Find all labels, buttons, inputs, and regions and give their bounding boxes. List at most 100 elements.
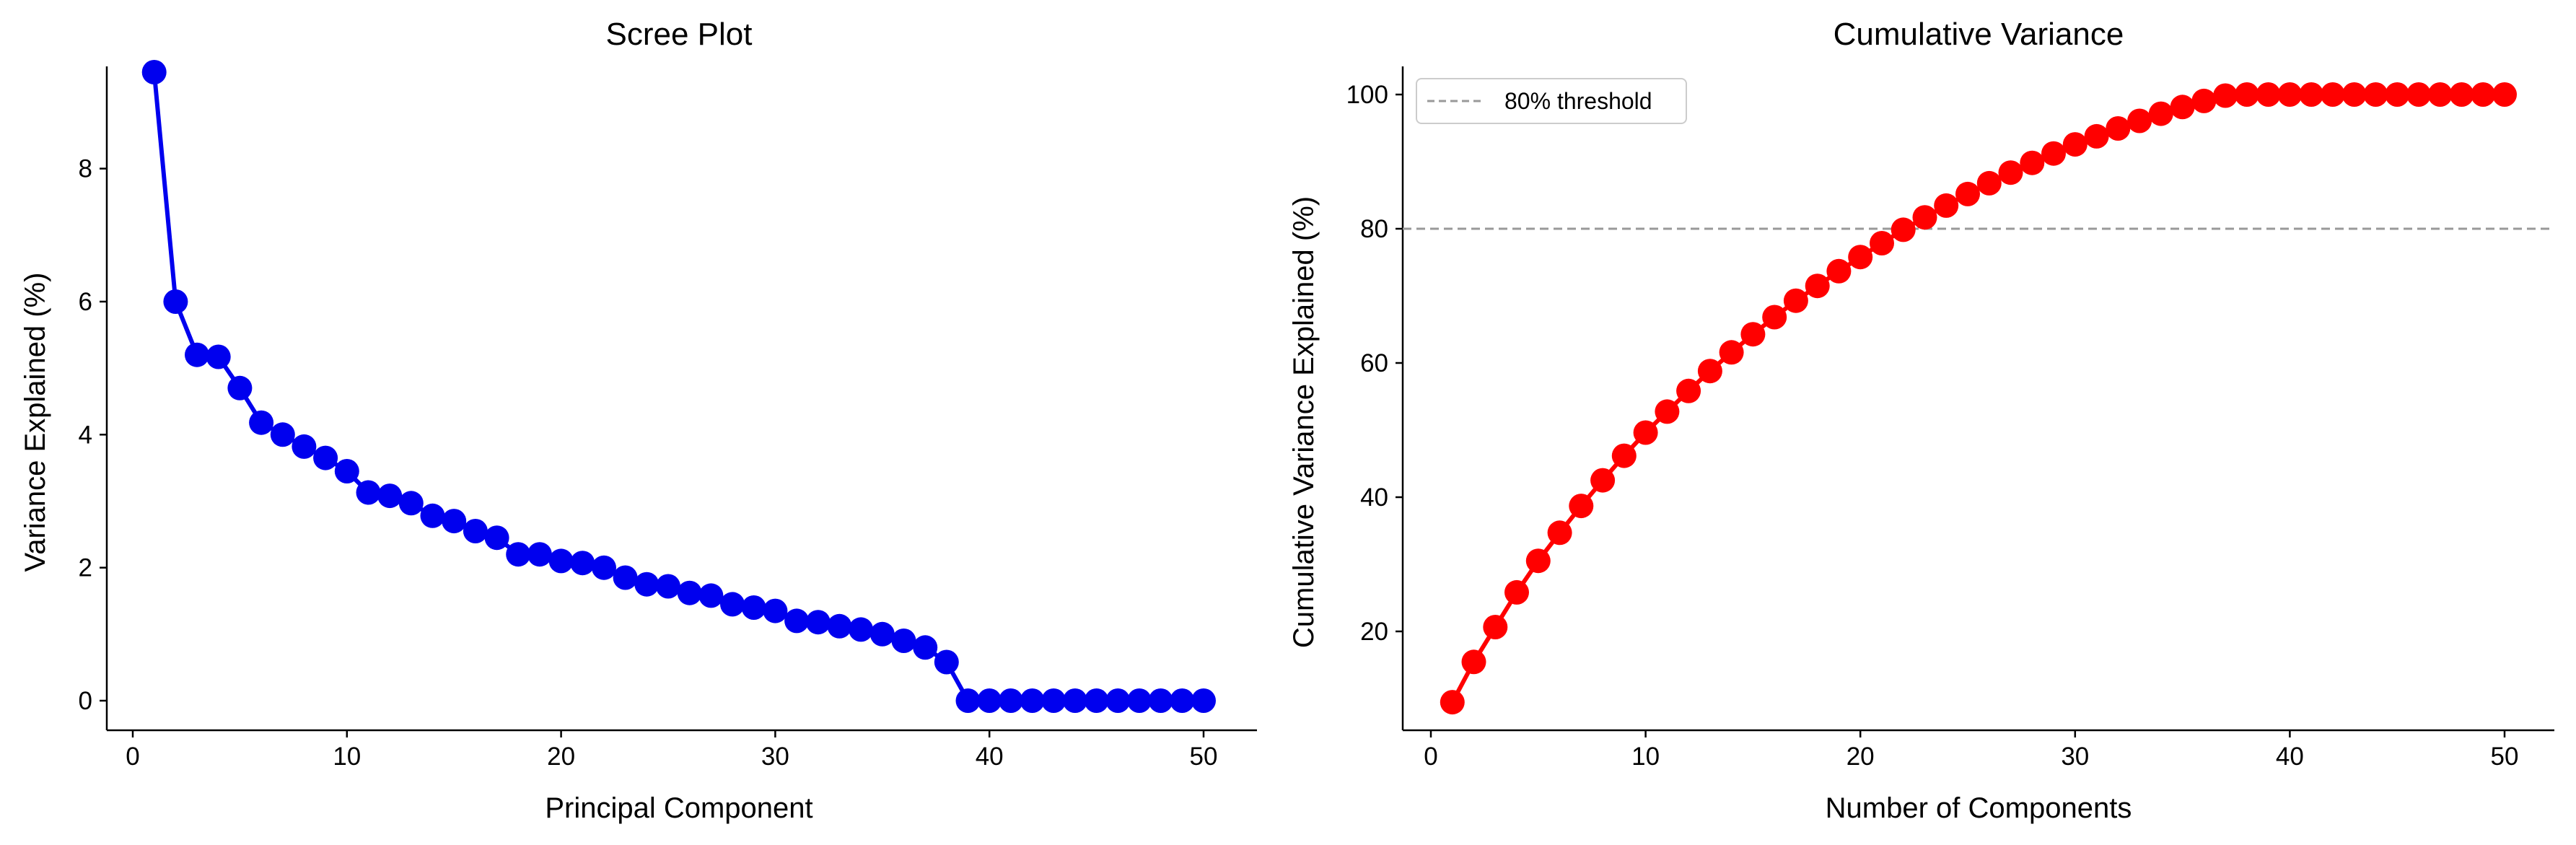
data-point	[2041, 141, 2066, 166]
data-point	[1740, 322, 1766, 347]
data-point	[334, 459, 359, 483]
data-point	[292, 434, 317, 459]
data-point	[698, 583, 724, 608]
y-tick-label: 40	[1360, 483, 1388, 512]
data-point	[377, 483, 403, 509]
data-point	[548, 548, 574, 574]
y-tick-label: 4	[79, 421, 92, 449]
data-point	[1998, 160, 2023, 185]
data-point	[2406, 82, 2431, 107]
data-point	[1762, 305, 1787, 330]
data-point	[1547, 520, 1572, 546]
data-point	[2020, 150, 2045, 175]
data-point	[741, 595, 766, 620]
scree-plot-panel: Scree Plot Principal Component Variance …	[19, 17, 1257, 824]
x-tick-label: 10	[1631, 743, 1660, 771]
data-point	[2449, 82, 2474, 107]
data-point	[2385, 82, 2410, 107]
scree-x-axis-label: Principal Component	[545, 792, 812, 824]
data-point	[934, 649, 959, 675]
data-point	[2170, 95, 2195, 120]
data-point	[2106, 116, 2131, 141]
data-point	[1783, 288, 1808, 313]
data-point	[442, 509, 467, 534]
data-point	[1826, 258, 1852, 284]
data-point	[592, 555, 616, 580]
data-point	[2320, 82, 2345, 107]
x-tick-label: 20	[547, 743, 575, 771]
data-point	[163, 289, 188, 314]
data-point	[2084, 123, 2109, 149]
cumulative-y-axis-label: Cumulative Variance Explained (%)	[1288, 196, 1320, 648]
data-point	[527, 542, 552, 567]
data-point	[227, 375, 253, 400]
x-tick-label: 20	[1846, 743, 1875, 771]
data-point	[1084, 688, 1109, 713]
data-point	[1569, 494, 1594, 519]
data-point	[249, 410, 274, 435]
scree-series	[141, 60, 1216, 713]
data-point	[463, 519, 488, 543]
data-point	[1148, 688, 1173, 713]
data-point	[677, 580, 702, 605]
data-point	[1719, 340, 1744, 365]
data-point	[1976, 170, 2002, 196]
data-point	[1590, 468, 1616, 493]
y-tick-label: 60	[1360, 349, 1388, 377]
data-point	[2127, 108, 2152, 133]
y-tick-label: 20	[1360, 618, 1388, 646]
y-tick-label: 0	[79, 687, 92, 715]
data-point	[1041, 688, 1066, 713]
y-tick-label: 6	[79, 288, 92, 316]
cumulative-x-axis-label: Number of Components	[1826, 792, 2132, 824]
data-point	[185, 342, 209, 367]
x-tick-label: 30	[2061, 743, 2089, 771]
data-point	[2213, 83, 2238, 108]
data-point	[2277, 82, 2303, 107]
data-point	[1483, 615, 1508, 639]
data-point	[420, 503, 445, 528]
data-point	[1697, 359, 1722, 384]
y-tick-label: 80	[1360, 215, 1388, 243]
scree-axes	[105, 66, 1257, 732]
cumulative-series	[1440, 82, 2517, 715]
data-point	[1955, 181, 1980, 206]
x-tick-label: 0	[1424, 743, 1437, 771]
cumulative-variance-panel: Cumulative Variance Number of Components…	[1288, 17, 2554, 824]
x-tick-label: 0	[126, 743, 139, 771]
data-point	[869, 621, 895, 647]
data-point	[1611, 443, 1637, 468]
y-tick-label: 8	[79, 155, 92, 183]
data-point	[356, 480, 381, 505]
data-point	[2363, 82, 2388, 107]
data-point	[484, 525, 509, 551]
data-point	[1655, 399, 1680, 424]
data-point	[2299, 82, 2324, 107]
data-point	[270, 422, 295, 447]
data-point	[1191, 688, 1216, 713]
data-point	[1891, 217, 1916, 242]
data-point	[2492, 82, 2517, 107]
scree-plot-title: Scree Plot	[606, 17, 753, 52]
data-point	[977, 688, 1002, 713]
data-point	[1062, 688, 1087, 713]
data-point	[1676, 378, 1701, 403]
data-point	[570, 551, 595, 576]
data-point	[2062, 132, 2087, 157]
data-point	[849, 617, 874, 642]
x-tick-label: 50	[2491, 743, 2519, 771]
data-point	[506, 542, 531, 567]
data-point	[2191, 88, 2217, 113]
x-tick-label: 40	[976, 743, 1004, 771]
x-tick-label: 10	[333, 743, 361, 771]
data-point	[1870, 231, 1894, 255]
data-point	[1170, 688, 1195, 713]
data-point	[1848, 245, 1873, 270]
legend-box	[1416, 78, 1687, 124]
data-point	[398, 491, 424, 516]
legend: 80% threshold	[1416, 78, 1687, 124]
y-tick-label: 2	[79, 554, 92, 582]
data-point	[784, 608, 810, 634]
